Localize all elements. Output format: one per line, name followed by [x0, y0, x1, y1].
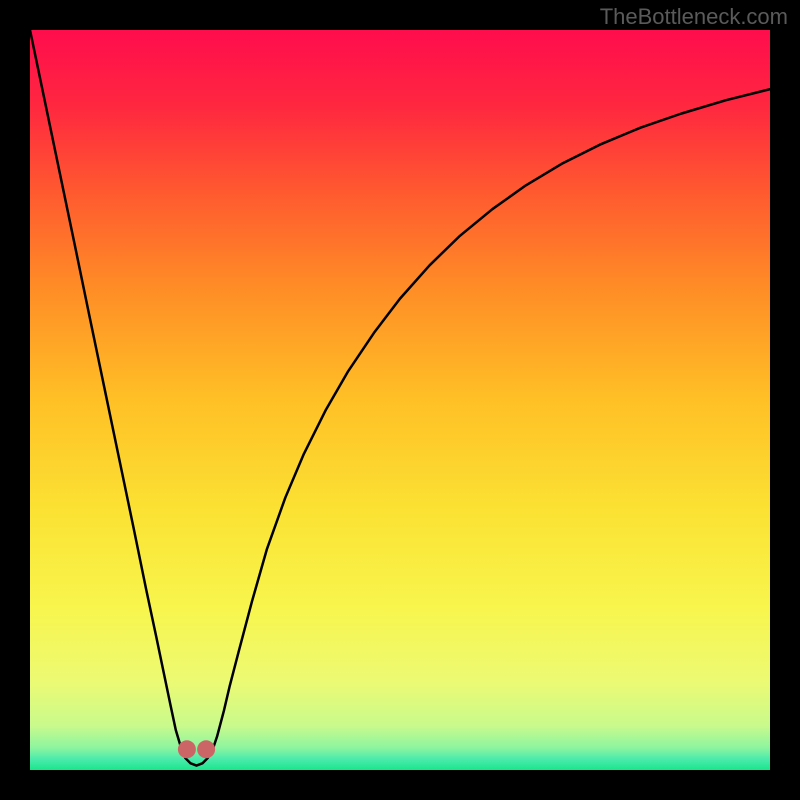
curve-svg — [30, 30, 770, 770]
marker-dot-0 — [178, 740, 196, 758]
bottleneck-curve — [30, 30, 770, 766]
plot-area — [30, 30, 770, 770]
chart-container: { "watermark": { "text": "TheBottleneck.… — [0, 0, 800, 800]
watermark-text: TheBottleneck.com — [600, 4, 788, 30]
marker-dot-1 — [197, 740, 215, 758]
